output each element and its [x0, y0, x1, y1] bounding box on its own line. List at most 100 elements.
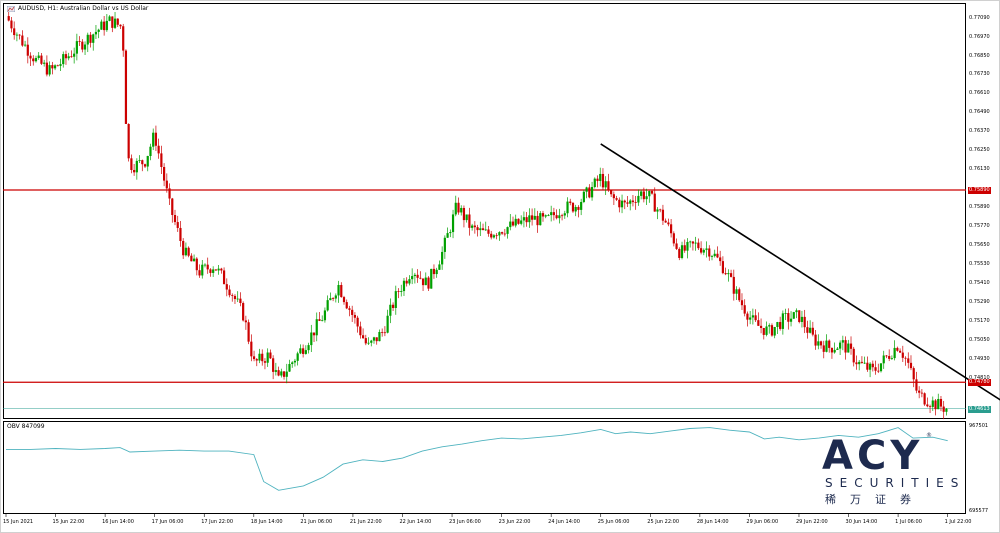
candle-body: [896, 347, 899, 351]
candle-body: [552, 212, 555, 216]
candle-body: [302, 348, 305, 354]
candle-body: [890, 358, 894, 359]
candle-body: [789, 318, 793, 322]
candle-body: [689, 241, 692, 243]
candle-body: [912, 368, 915, 380]
price-tick-label: 0.75290: [969, 298, 990, 305]
candle-body: [462, 207, 466, 221]
candle-body: [798, 310, 801, 322]
candle-body: [530, 215, 534, 220]
candle-body: [522, 217, 526, 221]
candle-body: [729, 273, 733, 277]
candle-body: [631, 200, 635, 203]
candle-body: [43, 62, 46, 64]
candle-body: [394, 291, 397, 308]
candle-body: [642, 191, 645, 200]
candle-body: [942, 406, 945, 412]
candle-body: [746, 313, 749, 320]
candle-body: [236, 298, 239, 300]
candle-body: [931, 400, 934, 407]
candle-body: [675, 243, 678, 249]
obv-pane[interactable]: [3, 421, 966, 514]
candle-body: [274, 370, 277, 372]
candle-body: [413, 274, 416, 277]
candle-body: [536, 215, 539, 226]
candle-body: [732, 276, 735, 294]
candle-body: [146, 156, 149, 167]
candle-body: [691, 241, 695, 244]
candle-body: [550, 212, 553, 216]
candle-body: [326, 300, 329, 311]
price-pane[interactable]: [3, 3, 966, 419]
candle-body: [852, 348, 855, 363]
price-axis[interactable]: 0.77090 0.76970 0.76850 0.76730 0.76610 0.764…: [966, 3, 1000, 514]
candle-body: [198, 270, 201, 276]
candle-body: [699, 248, 703, 253]
candle-body: [337, 284, 340, 296]
price-tick-label: 0.74810: [969, 374, 990, 381]
candle-body: [130, 158, 133, 170]
candle-body: [400, 291, 403, 292]
time-tick-label: 18 Jun 14:00: [250, 519, 283, 525]
candle-body: [141, 160, 144, 165]
candle-body: [190, 255, 193, 262]
candle-body: [127, 123, 130, 159]
candle-body: [81, 41, 84, 50]
candle-body: [100, 21, 103, 30]
candle-body: [122, 26, 125, 51]
candle-body: [367, 342, 370, 344]
candle-body: [92, 34, 95, 43]
registered-mark: ®: [926, 432, 932, 439]
candle-body: [391, 304, 395, 308]
candle-body: [334, 295, 337, 299]
logo-main-text: ACY: [822, 433, 924, 479]
time-axis[interactable]: 15 Jun 2021 15 Jun 22:00 16 Jun 14:00 17 Ju…: [3, 514, 971, 533]
candle-body: [787, 313, 790, 322]
price-tick-label: 0.75170: [969, 317, 990, 324]
candle-body: [173, 215, 177, 223]
candle-body: [541, 213, 545, 217]
candle-body: [585, 187, 588, 192]
candle-body: [533, 215, 536, 220]
candle-body: [165, 180, 168, 189]
candle-body: [904, 357, 907, 359]
candle-body: [261, 353, 264, 362]
candle-body: [825, 340, 828, 352]
time-tick-label: 30 Jun 14:00: [845, 519, 878, 525]
candle-body: [285, 371, 288, 377]
candle-body: [149, 146, 152, 157]
candle-body: [280, 371, 283, 376]
candle-body: [310, 332, 313, 346]
price-tick-label: 0.75770: [969, 222, 990, 229]
time-tick-label: 25 Jun 06:00: [597, 519, 630, 525]
candle-body: [353, 314, 357, 318]
price-tick-label: 0.75410: [969, 279, 990, 286]
candle-body: [460, 207, 463, 213]
candle-body: [503, 233, 506, 235]
time-tick-label: 16 Jun 14:00: [102, 519, 134, 525]
candle-body: [833, 349, 836, 353]
candle-body: [263, 361, 267, 363]
candle-body: [432, 268, 436, 275]
candle-body: [882, 355, 885, 364]
candle-body: [909, 362, 913, 369]
candle-body: [64, 54, 68, 59]
candle-body: [45, 62, 48, 75]
candle-body: [871, 363, 874, 368]
time-tick-label: 1 Jul 22:00: [944, 519, 972, 525]
candle-body: [858, 361, 861, 365]
candle-body: [814, 334, 817, 346]
candle-body: [454, 202, 457, 215]
candle-body: [822, 345, 825, 352]
candle-body: [291, 362, 294, 365]
candle-body: [299, 348, 302, 354]
candle-body: [427, 277, 430, 289]
candle-body: [501, 232, 504, 234]
candle-body: [15, 34, 19, 36]
candle-body: [650, 190, 654, 194]
candle-body: [558, 215, 561, 219]
candle-body: [934, 400, 937, 410]
chart-title-text: AUDUSD, H1: Australian Dollar vs US Doll…: [18, 5, 149, 12]
obv-tick-label: 967501: [969, 423, 989, 429]
